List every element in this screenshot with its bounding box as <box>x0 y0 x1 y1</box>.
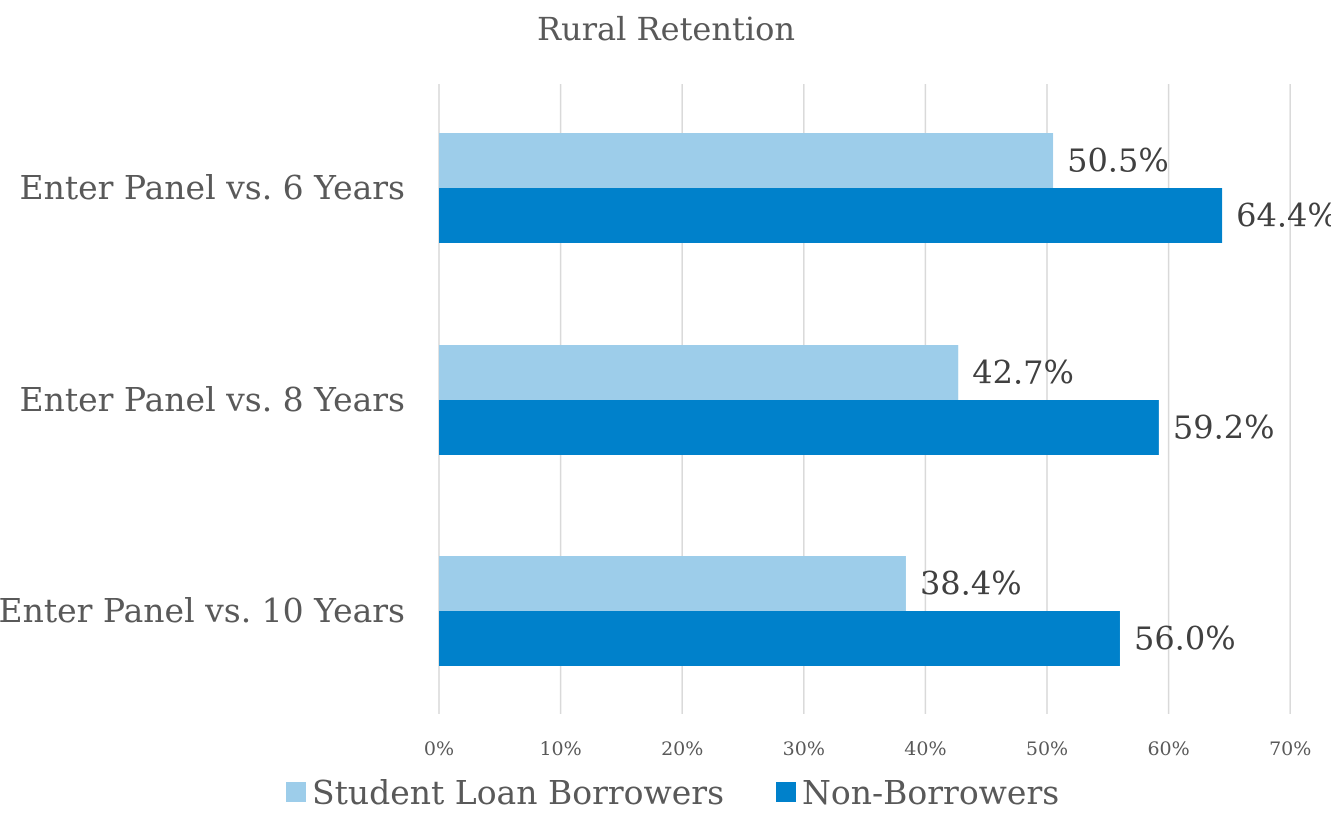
category-label: Enter Panel vs. 6 Years <box>20 168 406 207</box>
x-axis-ticks: 0% 10% 20% 30% 40% 50% 60% 70% <box>424 738 1311 760</box>
data-label: 50.5% <box>1067 142 1169 180</box>
category-label: Enter Panel vs. 10 Years <box>0 591 405 630</box>
x-tick-label: 60% <box>1147 738 1189 760</box>
chart-title: Rural Retention <box>537 10 795 48</box>
x-tick-label: 20% <box>661 738 703 760</box>
legend: Student Loan Borrowers Non-Borrowers <box>286 773 1059 812</box>
bar-non-borrowers <box>439 611 1120 666</box>
bar-student-loan-borrowers <box>439 345 959 400</box>
bar-student-loan-borrowers <box>439 133 1054 188</box>
x-tick-label: 70% <box>1269 738 1311 760</box>
bar-non-borrowers <box>439 400 1159 455</box>
legend-swatch <box>286 782 306 802</box>
bars <box>439 133 1223 666</box>
bar-non-borrowers <box>439 188 1223 243</box>
x-tick-label: 10% <box>539 738 581 760</box>
x-tick-label: 30% <box>783 738 825 760</box>
data-label: 56.0% <box>1134 620 1236 658</box>
category-labels: Enter Panel vs. 6 Years Enter Panel vs. 8… <box>0 168 405 630</box>
data-label: 59.2% <box>1173 409 1275 447</box>
category-label: Enter Panel vs. 8 Years <box>20 380 406 419</box>
data-label: 64.4% <box>1236 197 1331 235</box>
legend-label: Non-Borrowers <box>802 773 1059 812</box>
data-labels: 50.5% 64.4% 42.7% 59.2% 38.4% 56.0% <box>920 142 1331 658</box>
legend-label: Student Loan Borrowers <box>312 773 724 812</box>
data-label: 38.4% <box>920 565 1022 603</box>
bar-student-loan-borrowers <box>439 556 906 611</box>
legend-swatch <box>776 782 796 802</box>
x-tick-label: 50% <box>1026 738 1068 760</box>
x-tick-label: 40% <box>904 738 946 760</box>
x-tick-label: 0% <box>424 738 454 760</box>
data-label: 42.7% <box>972 354 1074 392</box>
